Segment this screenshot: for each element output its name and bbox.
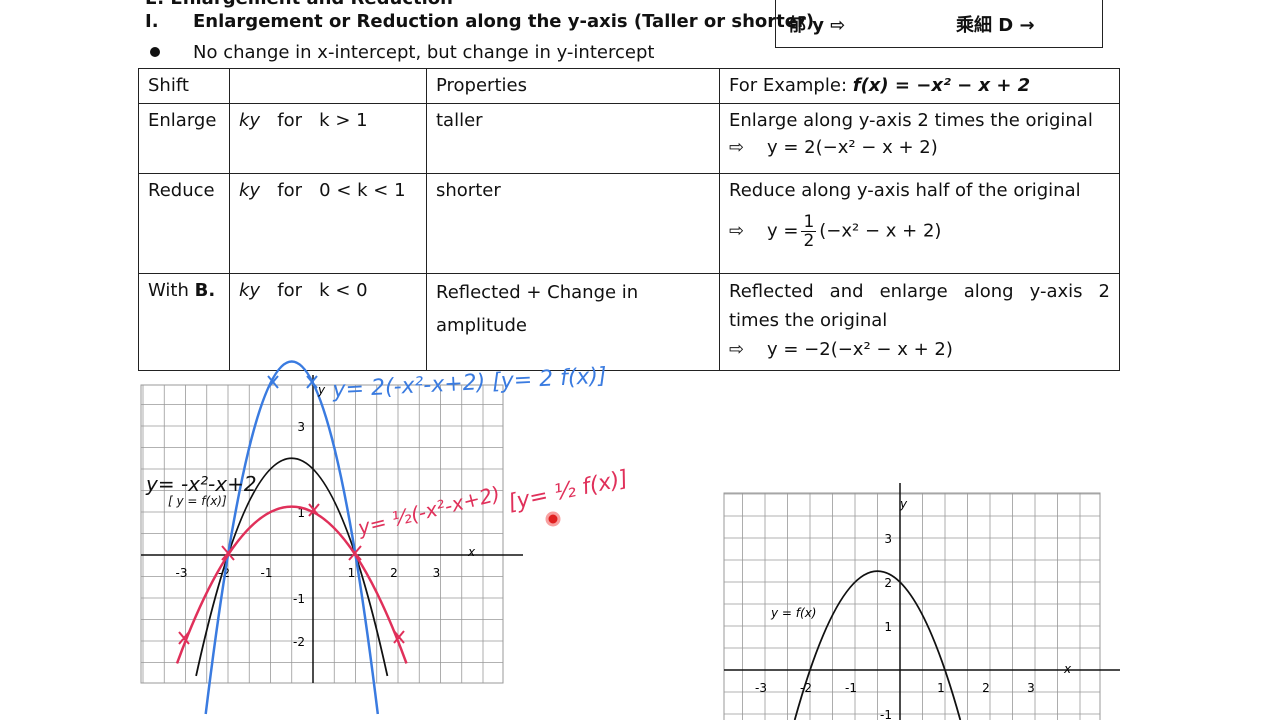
x-tick-label: 2 — [390, 566, 398, 580]
property-cell: taller — [426, 103, 720, 174]
header-cell: Properties — [426, 68, 720, 104]
arrow: ⇨ — [729, 137, 745, 158]
x-tick-label: 1 — [937, 681, 945, 695]
note-black: y= -x²-x+2 — [145, 472, 257, 496]
property-cell: shorter — [426, 173, 720, 274]
cursor-dot — [545, 511, 561, 527]
example-cell: Reflected and enlarge along y-axis 2 tim… — [719, 273, 1120, 371]
formula: y = −2(−x² − x + 2) — [766, 339, 953, 360]
y-tick-label: 3 — [297, 420, 305, 434]
header-cell: For Example: f(x) = −x² − x + 2 — [719, 68, 1120, 104]
shift-cell: With B. — [138, 273, 230, 371]
x-axis-label: x — [1063, 662, 1072, 676]
rule-cell: ky for 0 < k < 1 — [229, 173, 427, 274]
curve-half-f — [175, 505, 408, 664]
box-left: 郁 y ⇨ — [788, 15, 846, 36]
header-cell — [229, 68, 427, 104]
rule: for — [277, 180, 302, 201]
rule: for — [277, 280, 302, 301]
example-text: Enlarge along y-axis 2 times the origina… — [729, 110, 1093, 131]
note-black-bracket: [ y = f(x)] — [168, 494, 227, 508]
red-crosses — [178, 503, 405, 645]
example-text: Reflected and enlarge along y-axis 2 tim… — [729, 281, 1110, 331]
rule: ky — [239, 280, 261, 301]
rule: ky — [239, 180, 261, 201]
x-tick-label: 3 — [1027, 681, 1035, 695]
y-tick-label: 3 — [884, 532, 892, 546]
shift-cell: Reduce — [138, 173, 230, 274]
rule: k < 0 — [319, 280, 368, 301]
x-tick-label: -1 — [845, 681, 857, 695]
y-tick-label: -2 — [293, 635, 305, 649]
note-blue: y= 2(-x²-x+2) [y= 2 f(x)] — [331, 364, 607, 403]
note-box: 郁 y ⇨ 乘細 D → — [775, 0, 1103, 48]
rule: for — [277, 110, 302, 131]
y-tick-label: -1 — [880, 708, 892, 720]
curve-f — [195, 457, 389, 677]
curve-2f — [204, 360, 380, 715]
example-cell: Enlarge along y-axis 2 times the origina… — [719, 103, 1120, 174]
y-tick-label: 2 — [884, 576, 892, 590]
arrow: ⇨ — [729, 220, 745, 242]
y-axis-label: y — [317, 383, 326, 397]
y-tick-label: 1 — [884, 620, 892, 634]
rule: 0 < k < 1 — [319, 180, 406, 201]
shift-text: With — [148, 280, 189, 301]
example-cell: Reduce along y-axis half of the original… — [719, 173, 1120, 274]
properties-table: Shift Properties For Example: f(x) = −x²… — [138, 68, 1120, 371]
blue-crosses — [267, 375, 318, 389]
y-axis-label: y — [899, 497, 908, 511]
x-tick-label: -1 — [261, 566, 273, 580]
grid-2: -3 -2 -1 1 2 3 3 2 1 -1 — [723, 483, 1120, 720]
header-cell: Shift — [138, 68, 230, 104]
y-tick-label: -1 — [293, 592, 305, 606]
note-red-bracket: [y= ½ f(x)] — [506, 466, 630, 516]
rule-cell: ky for k < 0 — [229, 273, 427, 371]
x-tick-label: 3 — [433, 566, 441, 580]
shift-bold: B. — [194, 280, 216, 301]
frame — [140, 384, 504, 684]
x-axis-label: x — [467, 545, 476, 559]
x-tick-label: 1 — [348, 566, 356, 580]
box-right: 乘細 D → — [956, 15, 1035, 36]
curve-f-2 — [793, 570, 962, 720]
grid-1: -3 -2 -1 1 2 331-1-2 — [140, 375, 523, 684]
header-text: For Example: — [729, 75, 848, 96]
item-number: I. — [145, 11, 159, 32]
item-title: Enlargement or Reduction along the y-axi… — [193, 11, 815, 32]
x-tick-label: -3 — [755, 681, 767, 695]
formula: y = 2(−x² − x + 2) — [766, 137, 938, 158]
example-text: Reduce along y-axis half of the original — [729, 180, 1081, 201]
arrow: ⇨ — [729, 339, 745, 360]
curve-label: y = f(x) — [770, 606, 816, 620]
section-heading: E. Enlargement and Reduction — [145, 0, 453, 9]
bullet-dot — [150, 47, 160, 57]
formula: (−x² − x + 2) — [819, 220, 942, 242]
x-tick-label: -3 — [176, 566, 188, 580]
property-cell: Reflected + Change in amplitude — [426, 273, 720, 371]
shift-cell: Enlarge — [138, 103, 230, 174]
x-tick-label: 2 — [982, 681, 990, 695]
example-function: f(x) = −x² − x + 2 — [852, 75, 1031, 96]
numerator: 1 — [801, 212, 817, 232]
rule: ky — [239, 110, 261, 131]
frame — [723, 492, 1101, 720]
rule: k > 1 — [319, 110, 368, 131]
formula: y = — [766, 220, 799, 242]
bullet-text: No change in x-intercept, but change in … — [193, 42, 655, 63]
denominator: 2 — [803, 231, 815, 251]
y-tick-label: 1 — [297, 506, 305, 520]
x-tick-label: -2 — [800, 681, 812, 695]
